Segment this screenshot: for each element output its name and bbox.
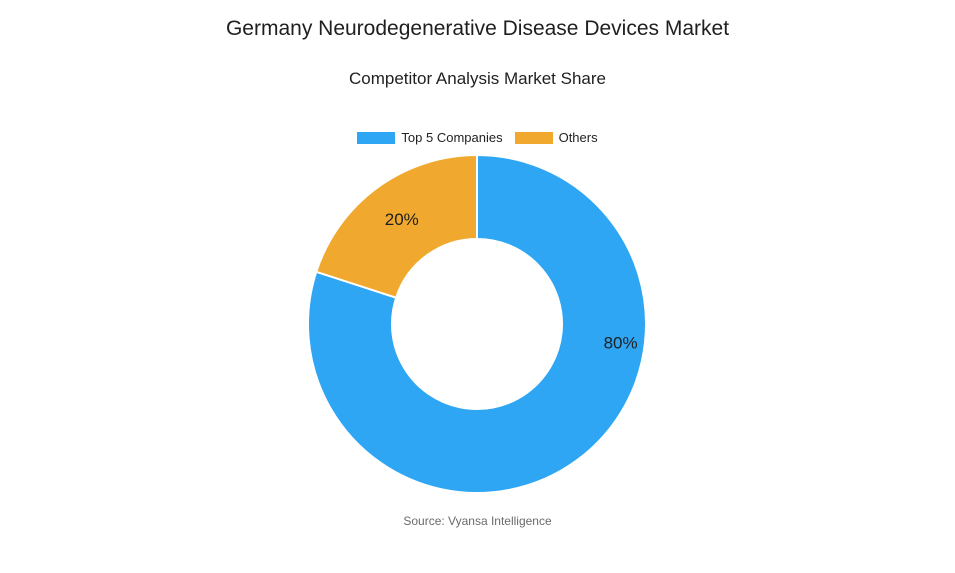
donut-slices [307,153,647,494]
legend-item-others[interactable]: Others [514,130,598,145]
chart-legend: Top 5 Companies Others [0,130,955,145]
legend-label-top-5-companies: Top 5 Companies [401,130,503,145]
donut-labels: 80% 20% [385,210,638,353]
legend-item-top-5-companies[interactable]: Top 5 Companies [357,130,503,145]
slice-label-others: 20% [385,210,419,229]
legend-label-others: Others [558,130,598,145]
legend-swatch-others [514,131,553,144]
slice-top-5-companies[interactable] [307,153,647,494]
legend-swatch-top-5-companies [357,131,396,144]
slice-others[interactable] [315,153,478,299]
source-note: Source: Vyansa Intelligence [403,514,552,528]
chart-subtitle: Competitor Analysis Market Share [349,69,606,88]
chart-title: Germany Neurodegenerative Disease Device… [225,17,730,40]
slice-label-top-5-companies: 80% [604,333,638,352]
